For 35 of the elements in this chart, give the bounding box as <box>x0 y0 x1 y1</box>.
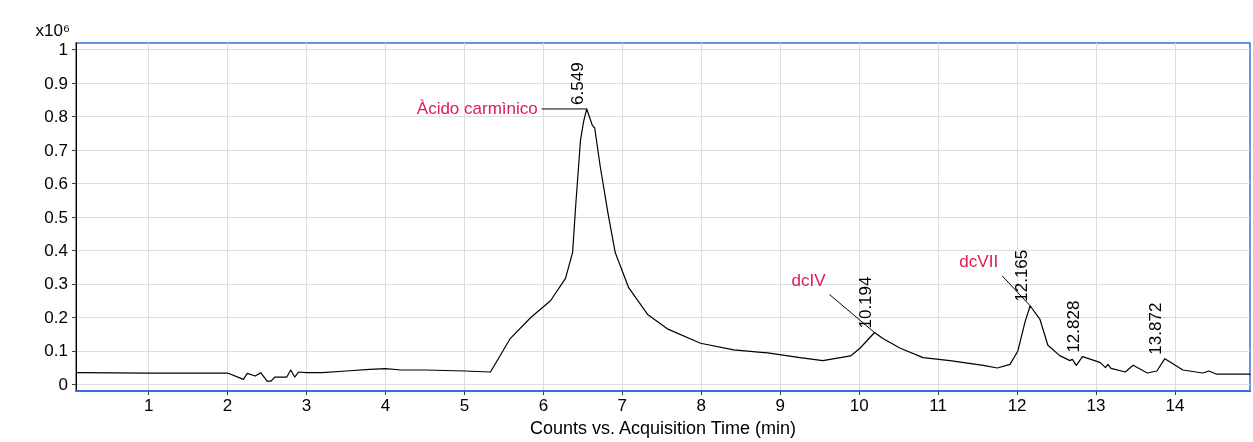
x-tick-label: 4 <box>380 396 391 416</box>
y-tick-label: 0.3 <box>44 274 68 294</box>
y-tick-label: 0.1 <box>44 341 68 361</box>
x-tick-label: 11 <box>929 396 947 416</box>
x-tick-label: 13 <box>1086 396 1106 416</box>
x-tick-label: 7 <box>617 396 628 416</box>
x-tick-label: 8 <box>696 396 707 416</box>
y-tick-label: 0.9 <box>44 73 68 93</box>
x-tick-label: 5 <box>459 396 470 416</box>
y-tick-label: 0.8 <box>44 107 68 127</box>
annotation: dcIV <box>791 270 827 290</box>
y-tick-label: 1 <box>58 40 68 60</box>
annotation: Àcido carmìnico <box>416 99 538 119</box>
x-tick-label: 1 <box>143 396 154 416</box>
y-tick-label: 0.2 <box>44 307 68 327</box>
x-tick-label: 10 <box>849 396 869 416</box>
annotation: 10.194 <box>856 276 876 329</box>
x-tick-label: 9 <box>775 396 785 416</box>
annotation: 12.828 <box>1063 300 1083 353</box>
annotation: 6.549 <box>568 62 588 105</box>
x-tick-label: 14 <box>1165 396 1185 416</box>
x-tick-label: 2 <box>222 396 233 416</box>
x-tick-label: 3 <box>301 396 312 416</box>
y-tick-label: 0.4 <box>44 241 68 261</box>
y-axis-title: x10⁶ <box>35 21 70 40</box>
x-axis-title: Counts vs. Acquisition Time (min) <box>529 418 797 438</box>
annotation: 12.165 <box>1011 249 1031 302</box>
x-tick-label: 12 <box>1007 396 1027 416</box>
annotation: 13.872 <box>1146 302 1166 355</box>
y-tick-label: 0.6 <box>44 174 68 194</box>
y-tick-label: 0.7 <box>44 140 68 160</box>
annotation: dcVII <box>959 251 999 271</box>
y-tick-label: 0.5 <box>44 207 68 227</box>
y-tick-label: 0 <box>58 374 68 394</box>
x-tick-label: 6 <box>538 396 549 416</box>
